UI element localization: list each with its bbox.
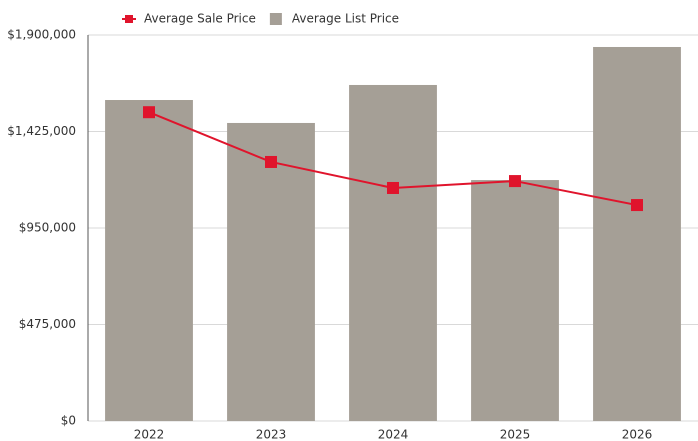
y-tick-label: $950,000 bbox=[19, 221, 76, 235]
x-tick-label: 2025 bbox=[500, 428, 531, 441]
y-tick-label: $1,900,000 bbox=[7, 28, 76, 42]
y-tick-label: $475,000 bbox=[19, 317, 76, 331]
marker bbox=[509, 175, 521, 188]
x-tick-label: 2026 bbox=[622, 428, 653, 441]
x-tick-label: 2023 bbox=[256, 428, 287, 441]
legend-label: Average List Price bbox=[292, 12, 399, 26]
marker bbox=[631, 199, 643, 212]
legend-swatch bbox=[269, 13, 282, 25]
legend-swatch bbox=[125, 15, 133, 23]
bar bbox=[593, 46, 681, 421]
x-tick-label: 2024 bbox=[378, 428, 409, 441]
bar bbox=[105, 100, 193, 421]
legend-label: Average Sale Price bbox=[144, 12, 256, 26]
marker bbox=[387, 181, 399, 194]
x-tick-label: 2022 bbox=[134, 428, 165, 441]
bar bbox=[471, 180, 559, 421]
y-tick-label: $1,425,000 bbox=[7, 124, 76, 138]
marker bbox=[265, 155, 277, 168]
bar bbox=[349, 84, 437, 422]
bar bbox=[227, 122, 315, 421]
y-tick-label: $0 bbox=[61, 414, 76, 428]
marker bbox=[143, 106, 155, 119]
